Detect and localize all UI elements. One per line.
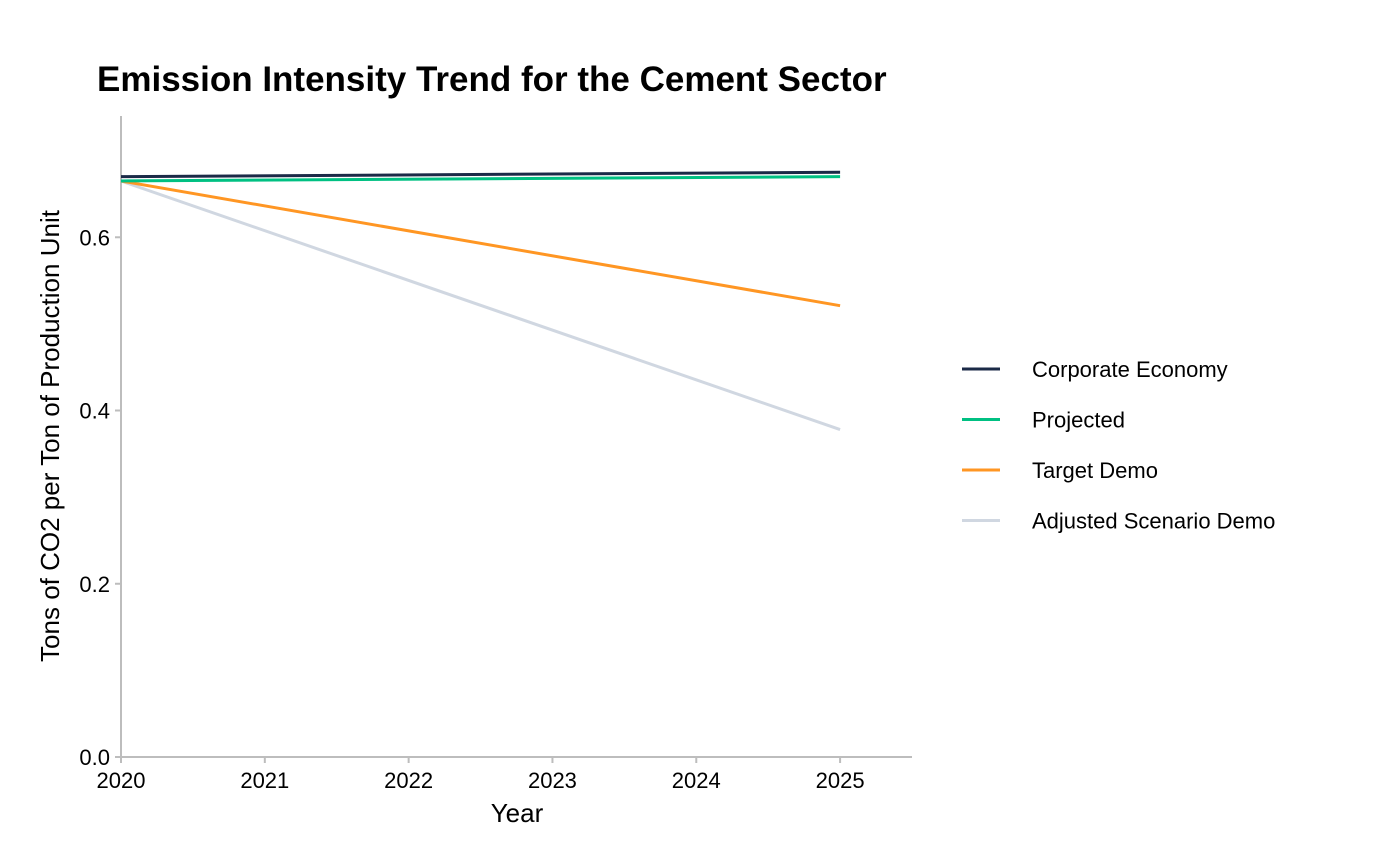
x-tick-label: 2022 — [384, 768, 433, 793]
legend-label-projected: Projected — [1032, 408, 1125, 433]
series-line-corporate-economy — [120, 170, 841, 179]
x-tick-label: 2023 — [528, 768, 577, 793]
y-ticks: 0.0 0.2 0.4 0.6 — [79, 225, 121, 770]
x-axis-title: Year — [491, 798, 544, 828]
x-ticks: 2020 2021 2022 2023 2024 2025 — [97, 757, 865, 793]
legend: Corporate Economy Projected Target Demo Adj… — [962, 357, 1275, 534]
y-axis-title: Tons of CO2 per Ton of Production Unit — [35, 209, 65, 662]
series-line-adjusted-scenario-demo — [120, 179, 841, 431]
y-tick-label: 0.0 — [79, 745, 110, 770]
chart-title: Emission Intensity Trend for the Cement … — [97, 60, 887, 99]
legend-label-target-demo: Target Demo — [1032, 458, 1158, 483]
y-tick-label: 0.2 — [79, 572, 110, 597]
legend-label-corporate-economy: Corporate Economy — [1032, 357, 1228, 382]
x-tick-label: 2020 — [97, 768, 146, 793]
x-tick-label: 2021 — [240, 768, 289, 793]
y-tick-label: 0.6 — [79, 225, 110, 250]
series-line-projected — [120, 175, 841, 183]
axes — [120, 116, 912, 758]
series-lines — [120, 170, 841, 431]
x-tick-label: 2024 — [672, 768, 721, 793]
x-tick-label: 2025 — [816, 768, 865, 793]
y-tick-label: 0.4 — [79, 399, 110, 424]
series-line-target-demo — [120, 179, 841, 308]
legend-label-adjusted-scenario-demo: Adjusted Scenario Demo — [1032, 509, 1275, 534]
